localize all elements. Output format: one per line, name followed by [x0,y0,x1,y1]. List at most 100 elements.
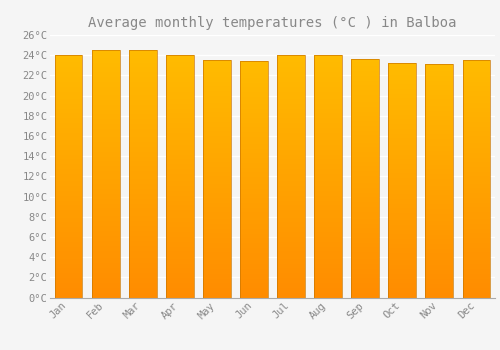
Bar [314,196,342,198]
Bar [314,164,342,167]
Bar [462,86,490,89]
Bar [314,290,342,293]
Bar [240,177,268,179]
Bar [426,262,454,265]
Bar [277,77,305,79]
Bar [240,224,268,227]
Bar [166,62,194,65]
Bar [462,212,490,215]
Bar [166,293,194,295]
Bar [203,267,231,269]
Bar [352,259,379,262]
Bar [388,77,416,80]
Bar [240,168,268,170]
Bar [92,152,120,154]
Bar [54,172,82,174]
Bar [352,171,379,174]
Bar [462,271,490,274]
Bar [352,102,379,105]
Bar [277,140,305,142]
Bar [203,203,231,205]
Bar [462,179,490,181]
Bar [388,124,416,126]
Bar [352,155,379,157]
Bar [129,228,156,231]
Bar [388,73,416,75]
Bar [92,147,120,149]
Bar [426,90,454,92]
Bar [92,203,120,206]
Bar [129,214,156,216]
Bar [388,237,416,239]
Bar [129,50,156,298]
Bar [166,84,194,87]
Bar [166,157,194,159]
Bar [352,150,379,152]
Bar [352,281,379,283]
Bar [462,155,490,158]
Bar [352,169,379,171]
Bar [129,97,156,100]
Bar [54,140,82,142]
Bar [203,176,231,179]
Bar [277,104,305,106]
Bar [462,252,490,255]
Bar [388,218,416,220]
Bar [166,249,194,251]
Bar [462,196,490,198]
Bar [54,67,82,70]
Bar [277,205,305,208]
Bar [388,213,416,216]
Bar [166,169,194,171]
Bar [314,293,342,295]
Bar [92,293,120,295]
Bar [352,274,379,276]
Bar [352,131,379,133]
Bar [203,264,231,267]
Bar [314,234,342,237]
Bar [203,172,231,174]
Bar [203,240,231,243]
Bar [166,266,194,268]
Bar [166,208,194,210]
Bar [352,267,379,269]
Bar [92,156,120,159]
Bar [54,111,82,113]
Bar [462,174,490,176]
Bar [426,237,454,239]
Bar [426,64,454,298]
Bar [277,201,305,203]
Bar [277,128,305,130]
Bar [314,167,342,169]
Bar [388,94,416,96]
Bar [240,87,268,90]
Bar [240,231,268,234]
Bar [314,89,342,92]
Bar [462,120,490,122]
Bar [462,117,490,120]
Bar [314,75,342,77]
Bar [166,215,194,218]
Bar [166,191,194,193]
Bar [277,116,305,118]
Bar [54,99,82,101]
Bar [277,133,305,135]
Bar [426,111,454,113]
Bar [129,90,156,92]
Bar [277,181,305,184]
Bar [54,55,82,298]
Bar [203,131,231,134]
Bar [314,94,342,96]
Bar [240,134,268,137]
Bar [129,77,156,80]
Bar [352,269,379,271]
Bar [388,145,416,148]
Bar [388,225,416,227]
Bar [240,132,268,134]
Bar [277,254,305,256]
Bar [314,256,342,259]
Bar [352,207,379,209]
Bar [240,179,268,182]
Bar [426,244,454,246]
Bar [314,123,342,125]
